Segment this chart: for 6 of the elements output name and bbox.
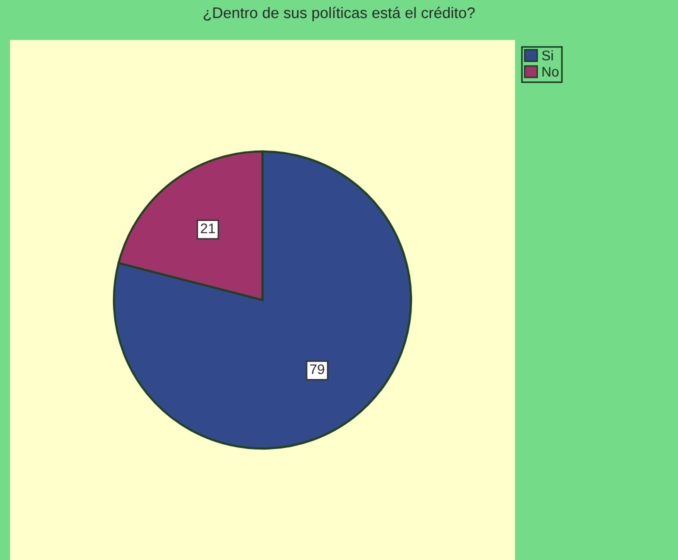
pie-slice	[112, 150, 412, 450]
data-label: 21	[200, 223, 215, 234]
legend-label: No	[542, 66, 559, 77]
legend-label: Si	[542, 50, 553, 60]
data-label: 79	[310, 364, 324, 374]
chart-title: ¿Dentro de sus políticas está el crédito?	[204, 6, 475, 22]
